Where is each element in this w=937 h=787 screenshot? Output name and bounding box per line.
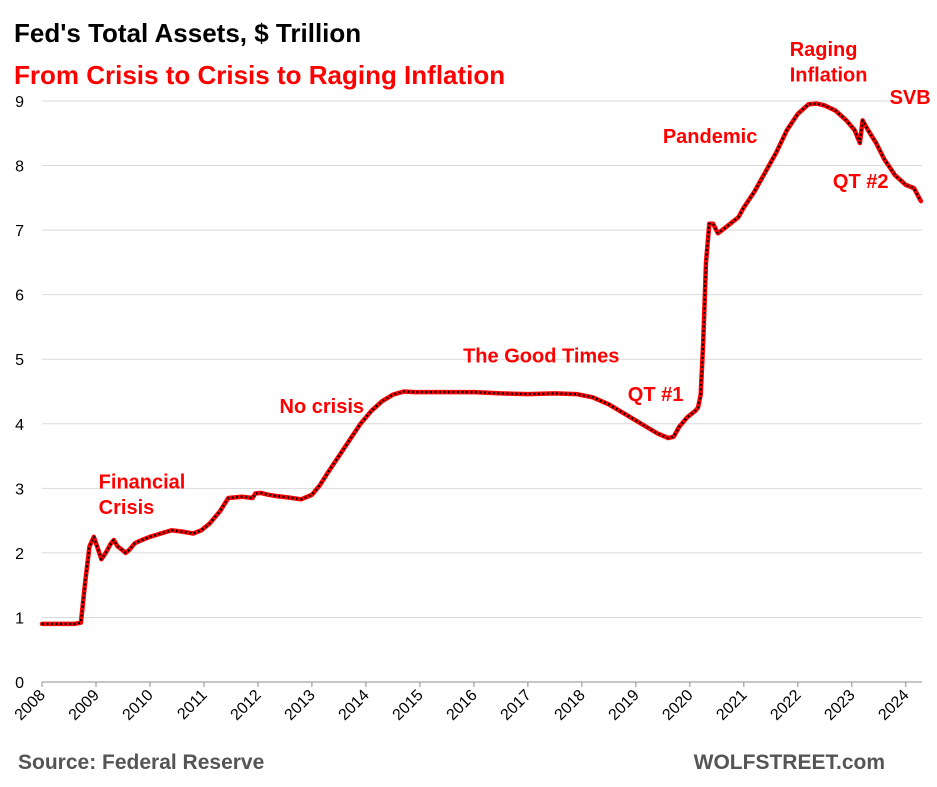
y-tick-label: 0 [15, 675, 24, 692]
annotation-label: Financial [99, 471, 186, 493]
x-tick-label: 2013 [282, 687, 319, 724]
x-tick-label: 2024 [875, 687, 912, 724]
series-lines [39, 101, 924, 627]
annotations: Financial Crisis No crisis The Good Times QT… [99, 39, 931, 519]
x-tick-label: 2017 [498, 687, 535, 724]
annotation-label: QT #1 [628, 384, 684, 406]
annotation-label: Crisis [99, 497, 155, 519]
x-tick-label: 2011 [174, 687, 210, 723]
annotation-label: The Good Times [463, 345, 619, 367]
x-tick-labels: 2008 2009 2010 2011 2012 2013 2014 2015 2016 2017… [12, 687, 913, 724]
x-tick-label: 2020 [659, 687, 696, 724]
annotation-label: SVB [890, 87, 931, 109]
chart-subtitle: From Crisis to Crisis to Raging Inflatio… [14, 60, 506, 90]
x-tick-label: 2014 [336, 687, 373, 724]
y-tick-label: 4 [15, 417, 24, 434]
y-tick-label: 1 [15, 610, 24, 627]
y-tick-label: 2 [15, 546, 24, 563]
source-note: Source: Federal Reserve [18, 751, 265, 774]
annotation-label: Raging [790, 39, 858, 61]
x-tick-label: 2008 [12, 687, 49, 724]
axes [41, 681, 922, 687]
y-tick-label: 5 [15, 352, 24, 369]
x-tick-label: 2019 [606, 687, 643, 724]
brand-label: WOLFSTREET.com [693, 751, 885, 774]
annotation-label: Pandemic [663, 126, 757, 148]
x-tick-label: 2010 [120, 687, 157, 724]
gridlines [42, 100, 922, 618]
y-tick-label: 8 [15, 159, 24, 176]
series-line-outer [39, 101, 924, 627]
y-tick-label: 9 [15, 94, 24, 111]
x-tick-label: 2015 [390, 687, 427, 724]
annotation-label: No crisis [280, 396, 364, 418]
y-tick-label: 3 [15, 481, 24, 498]
annotation-label: Inflation [790, 65, 868, 87]
x-tick-label: 2022 [767, 687, 804, 724]
y-tick-label: 6 [15, 288, 24, 305]
x-tick-label: 2023 [821, 687, 858, 724]
x-tick-label: 2009 [66, 687, 103, 724]
x-tick-label: 2016 [444, 687, 481, 724]
annotation-label: QT #2 [833, 171, 889, 193]
chart-title: Fed's Total Assets, $ Trillion [14, 18, 362, 48]
y-tick-labels: 0 1 2 3 4 5 6 7 8 9 [15, 94, 24, 692]
x-tick-label: 2012 [228, 687, 265, 724]
x-tick-label: 2018 [552, 687, 589, 724]
x-tick-label: 2021 [713, 687, 750, 724]
y-tick-label: 7 [15, 223, 24, 240]
